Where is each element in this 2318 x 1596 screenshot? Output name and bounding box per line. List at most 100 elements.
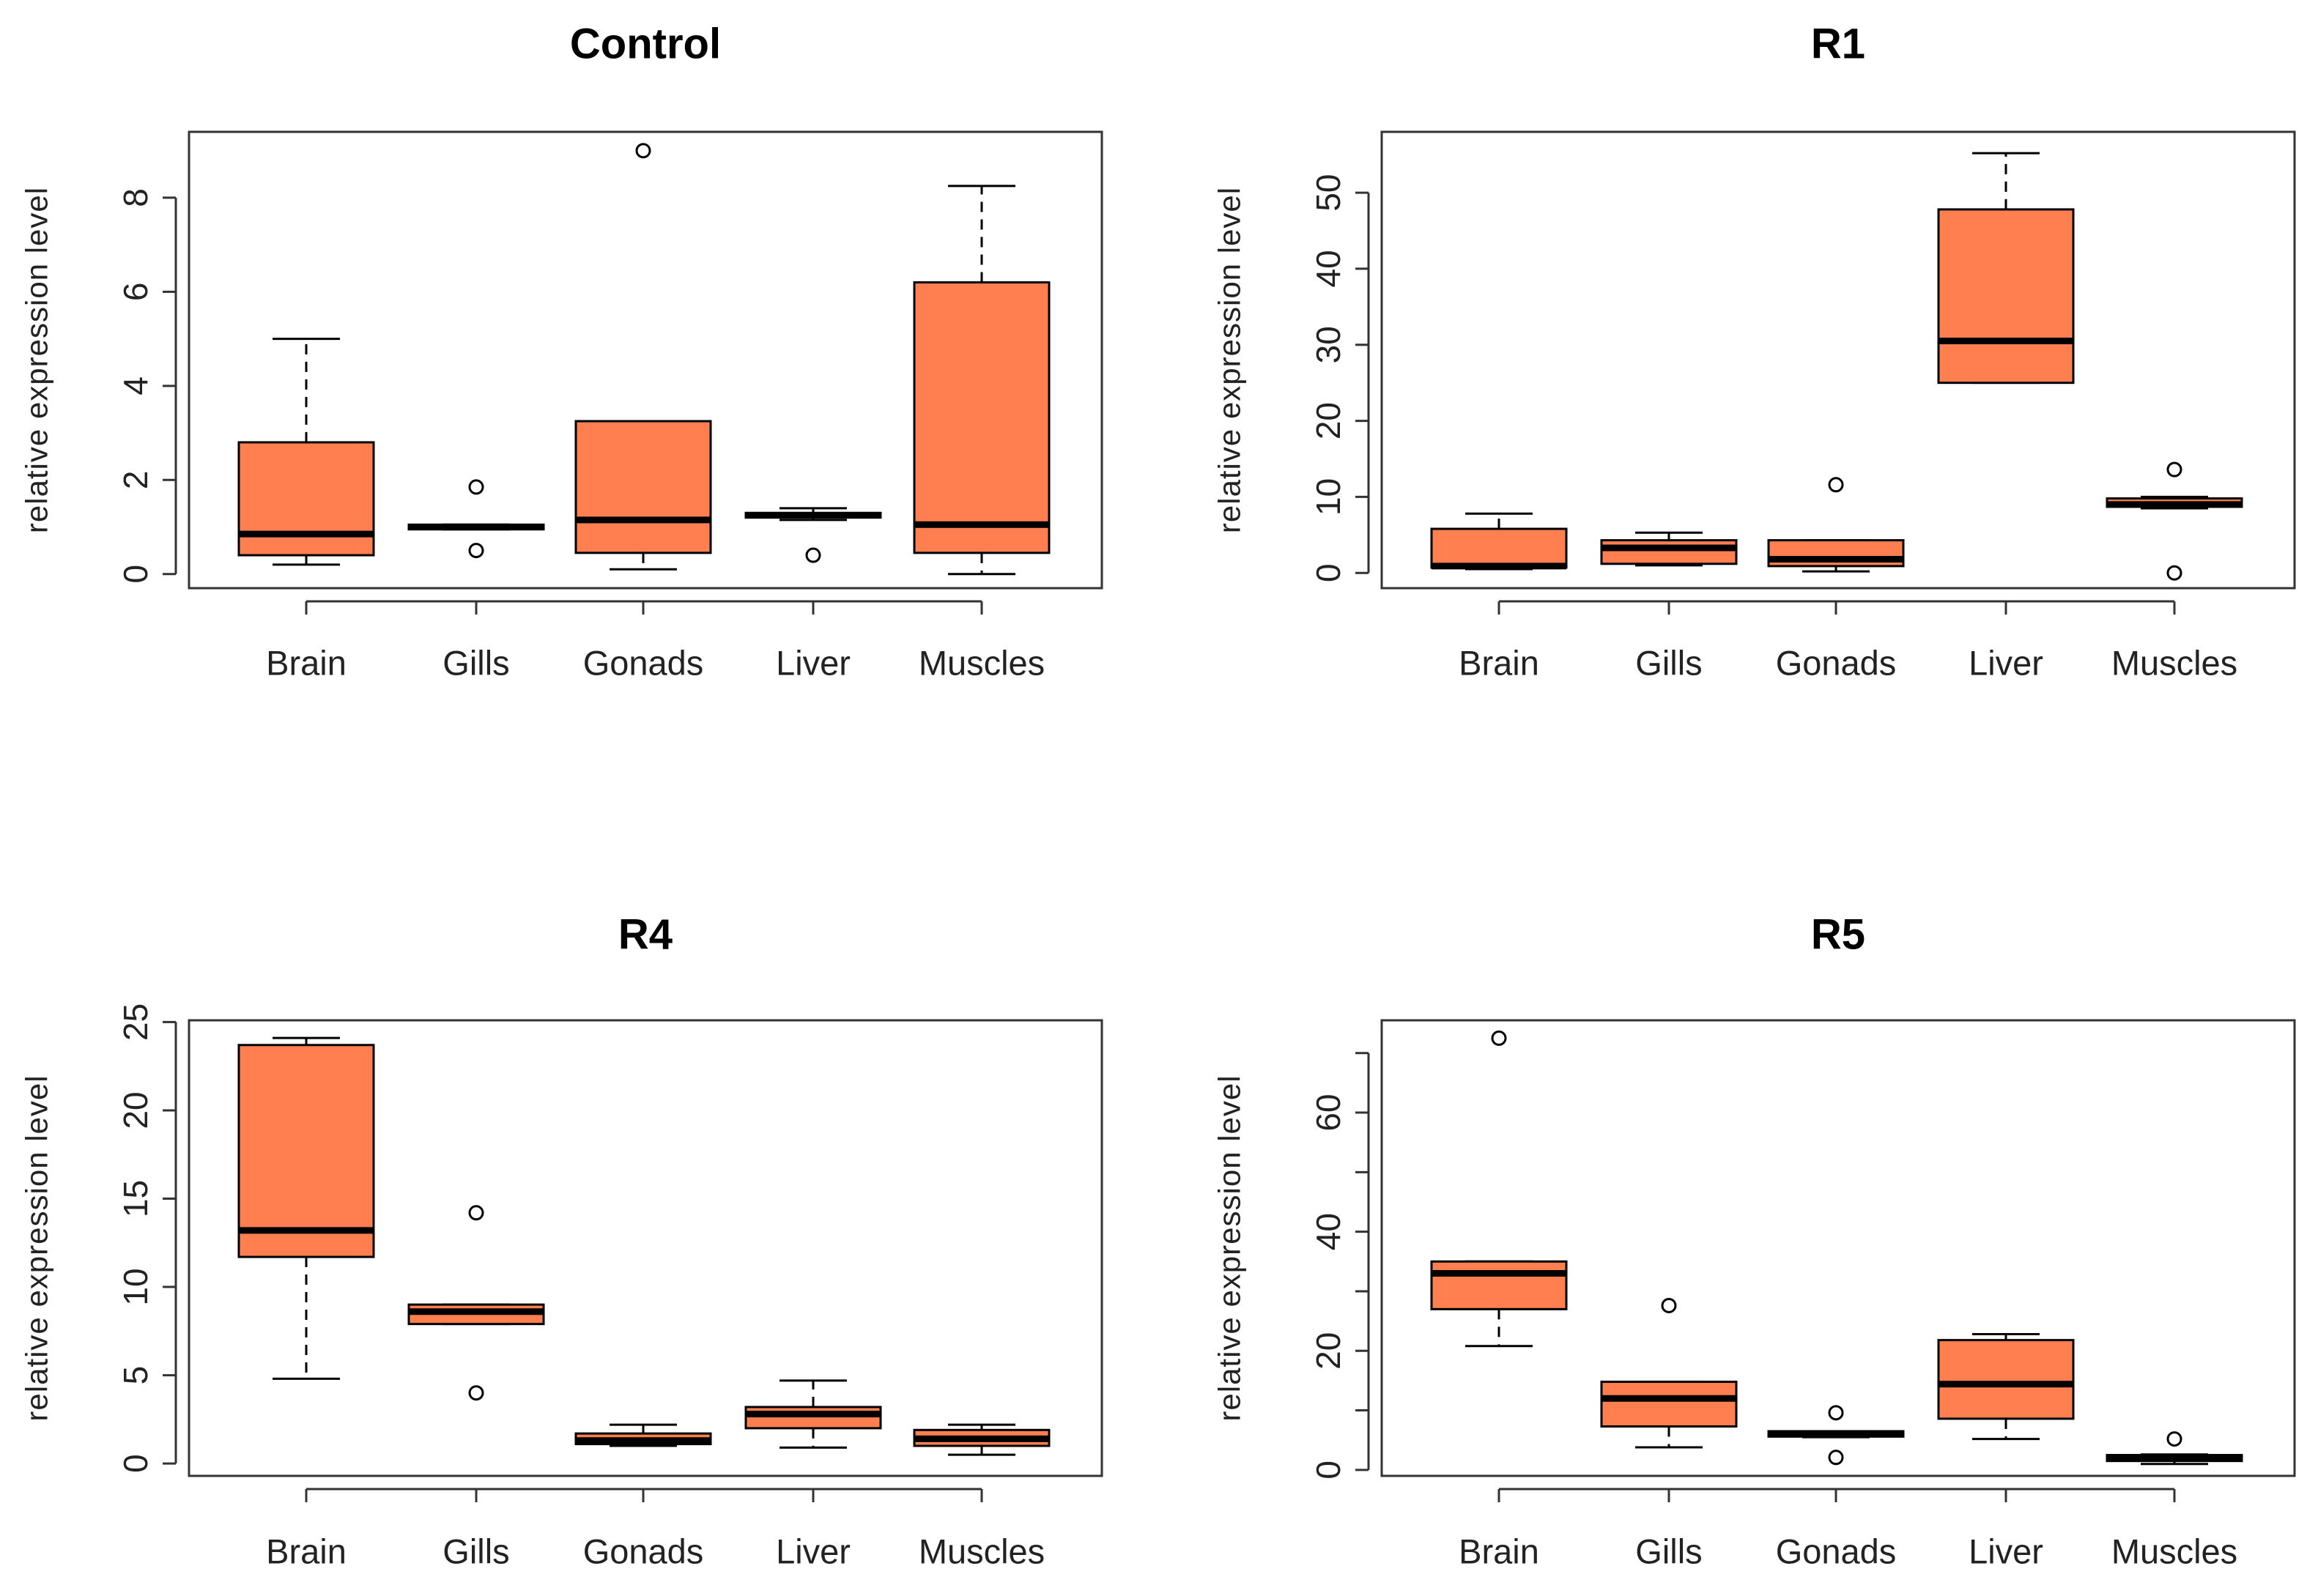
iqr-box <box>1937 1339 2075 1420</box>
x-tick-label: Liver <box>776 644 851 683</box>
y-tick-label: 50 <box>1309 174 1347 211</box>
plot-frame <box>1380 130 2296 590</box>
x-tick-label: Gills <box>443 644 509 683</box>
y-tick-label: 0 <box>1309 563 1347 582</box>
iqr-box <box>1937 208 2075 385</box>
iqr-box <box>913 281 1051 554</box>
x-tick-label: Gonads <box>583 644 704 683</box>
x-axis: Brain Gills Gonads Liver Muscles <box>1459 600 2237 683</box>
iqr-box <box>237 1044 375 1258</box>
box-gonads <box>1767 477 1905 573</box>
y-tick-label: 0 <box>1309 1460 1347 1480</box>
y-tick-label: 40 <box>1309 1213 1347 1250</box>
y-axis: 0 5 10 15 20 25 <box>116 1003 177 1473</box>
y-tick-label: 2 <box>116 470 155 489</box>
outlier-point <box>468 543 484 559</box>
outlier-point <box>468 479 484 495</box>
iqr-box <box>237 441 375 557</box>
y-tick-label: 20 <box>1309 402 1347 439</box>
x-tick-label: Muscles <box>919 644 1045 683</box>
y-axis-label: relative expression level <box>1212 187 1247 533</box>
x-tick-label: Liver <box>1969 1532 2043 1571</box>
box-muscles <box>2106 461 2243 581</box>
iqr-box <box>1430 527 1568 569</box>
iqr-box <box>574 420 712 554</box>
y-tick-label: 4 <box>116 376 155 396</box>
panel-4: R5 relative expression level 0 20 40 60 Brain G… <box>1212 911 2296 1571</box>
box-liver <box>744 507 882 563</box>
x-tick-label: Liver <box>1969 644 2043 683</box>
box-brain <box>1430 512 1568 571</box>
outlier-point <box>2166 1431 2182 1447</box>
y-axis-label: relative expression level <box>20 187 54 533</box>
box-gills <box>407 1205 545 1401</box>
box-muscles <box>2106 1431 2243 1466</box>
iqr-box <box>1430 1260 1568 1310</box>
y-tick-label: 8 <box>116 188 155 207</box>
y-axis: 0 10 20 30 40 50 <box>1309 174 1370 582</box>
chart-title: Control <box>570 21 721 68</box>
x-axis: Brain Gills Gonads Liver Muscles <box>266 1488 1045 1571</box>
y-tick-label: 0 <box>116 1454 155 1473</box>
panel-3: R4 relative expression level 0 5 10 15 20 25 Bra… <box>20 911 1103 1571</box>
x-axis: Brain Gills Gonads Liver Muscles <box>266 600 1045 683</box>
y-tick-label: 10 <box>116 1268 155 1305</box>
x-tick-label: Brain <box>266 644 347 683</box>
iqr-box <box>744 1406 882 1430</box>
y-tick-label: 10 <box>1309 478 1347 516</box>
box-gills <box>1600 1297 1738 1449</box>
box-brain <box>237 338 375 566</box>
box-brain <box>1430 1030 1568 1348</box>
box-muscles <box>913 1423 1051 1456</box>
box-liver <box>744 1379 882 1449</box>
x-tick-label: Gills <box>443 1532 509 1571</box>
y-tick-label: 5 <box>116 1366 155 1385</box>
y-axis-label: relative expression level <box>20 1074 54 1421</box>
y-axis: 0 2 4 6 8 <box>116 188 177 584</box>
y-tick-label: 6 <box>116 283 155 302</box>
x-tick-label: Brain <box>1459 644 1539 683</box>
outlier-point <box>1661 1297 1677 1313</box>
box-gills <box>1600 531 1738 567</box>
plot-frame <box>1380 1019 2296 1477</box>
x-tick-label: Gills <box>1635 1532 1702 1571</box>
box-gonads <box>574 143 712 571</box>
outlier-point <box>1828 1405 1844 1421</box>
panel-2: R1 relative expression level 0 10 20 30 40 50 Br… <box>1212 21 2296 683</box>
outlier-point <box>1491 1030 1507 1046</box>
iqr-box <box>1600 1381 1738 1428</box>
y-axis-label: relative expression level <box>1212 1074 1247 1421</box>
box-gonads <box>1767 1405 1905 1466</box>
panel-1: Control relative expression level 0 2 4 6 8 Bra… <box>20 21 1103 683</box>
y-tick-label: 15 <box>116 1180 155 1217</box>
outlier-point <box>2166 565 2182 581</box>
chart-title: R4 <box>618 911 673 959</box>
y-tick-label: 60 <box>1309 1094 1347 1131</box>
outlier-point <box>468 1205 484 1221</box>
box-muscles <box>913 185 1051 576</box>
iqr-box <box>1600 539 1738 565</box>
chart-title: R5 <box>1811 911 1865 959</box>
x-tick-label: Brain <box>266 1532 347 1571</box>
x-axis: Brain Gills Gonads Liver Muscles <box>1459 1488 2237 1571</box>
x-tick-label: Gonads <box>1776 644 1897 683</box>
x-tick-label: Muscles <box>2111 1532 2237 1571</box>
outlier-point <box>635 143 651 159</box>
y-tick-label: 30 <box>1309 326 1347 363</box>
y-tick-label: 20 <box>116 1091 155 1129</box>
box-gonads <box>574 1423 712 1447</box>
outlier-point <box>2166 461 2182 478</box>
y-tick-label: 20 <box>1309 1332 1347 1370</box>
x-tick-label: Gonads <box>583 1532 704 1571</box>
outlier-point <box>1828 1450 1844 1466</box>
x-tick-label: Gonads <box>1776 1532 1897 1571</box>
plot-frame <box>188 130 1103 590</box>
box-brain <box>237 1036 375 1380</box>
x-tick-label: Muscles <box>919 1532 1045 1571</box>
y-tick-label: 25 <box>116 1003 155 1041</box>
box-gills <box>407 479 545 559</box>
chart-title: R1 <box>1811 21 1865 68</box>
outlier-point <box>805 547 821 563</box>
